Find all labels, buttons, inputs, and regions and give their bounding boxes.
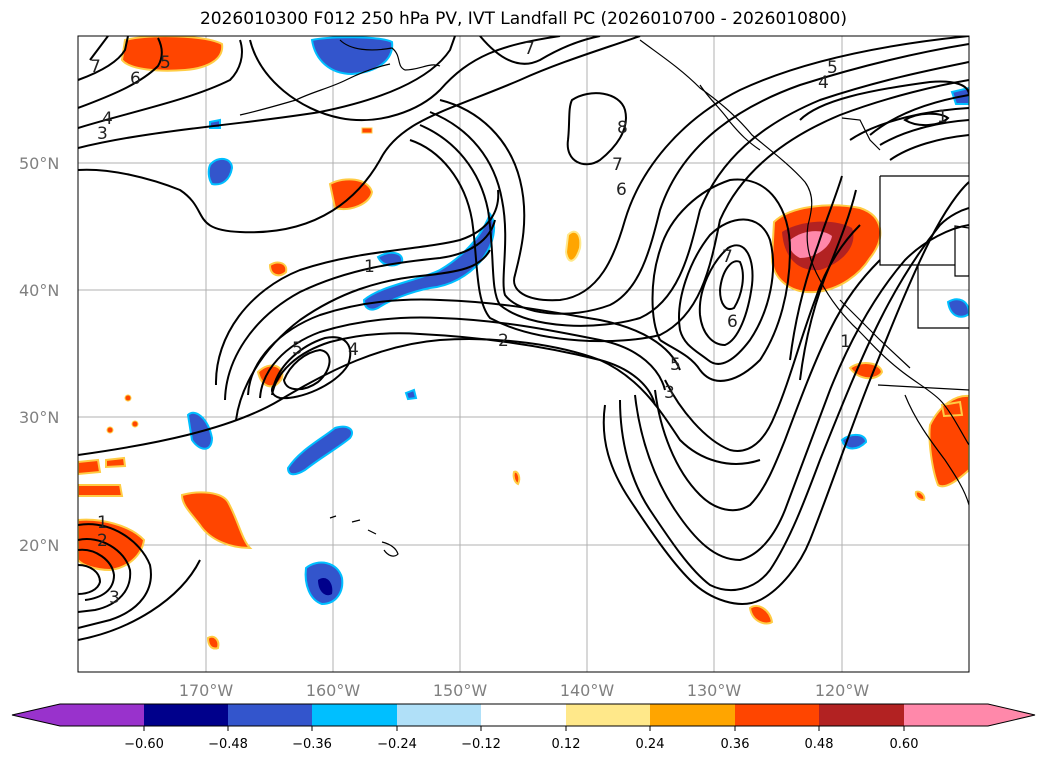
colorbar-tick-label: 0.60 — [889, 737, 919, 752]
contour-label: 7 — [90, 57, 101, 77]
contour-labels: 7 6 5 4 3 7 8 7 6 5 4 1 1 5 4 2 5 3 7 6 … — [90, 39, 948, 608]
colorbar-extend-min — [12, 704, 60, 726]
map-axes-background — [78, 36, 969, 672]
contour-label: 5 — [670, 355, 681, 375]
negative-pv-shading — [186, 36, 969, 606]
colorbar-extend-max — [988, 704, 1035, 726]
lon-label-170w: 170°W — [178, 681, 234, 700]
contour-label: 6 — [616, 180, 627, 200]
colorbar-tick-label: −0.12 — [461, 737, 501, 752]
lat-label-20n: 20°N — [19, 536, 60, 555]
colorbar-tick-label: 0.12 — [551, 737, 581, 752]
colorbar-tick-label: −0.48 — [208, 737, 248, 752]
contour-label: 7 — [722, 247, 733, 267]
coastlines — [239, 39, 969, 557]
contour-label: 1 — [97, 513, 108, 533]
contour-label: 4 — [102, 109, 113, 129]
contour-label: 1 — [840, 332, 851, 352]
contour-label: 5 — [292, 339, 303, 359]
contour-label: 1 — [937, 107, 948, 127]
colorbar-tick-label: −0.60 — [124, 737, 164, 752]
contour-label: 5 — [827, 58, 838, 78]
colorbar-tick-label: 0.48 — [804, 737, 834, 752]
positive-pv-shading — [78, 36, 969, 650]
contour-label: 4 — [348, 340, 359, 360]
map-title: 2026010300 F012 250 hPa PV, IVT Landfall… — [199, 9, 847, 29]
colorbar-tick-label: 0.24 — [635, 737, 665, 752]
lon-label-150w: 150°W — [432, 681, 488, 700]
contour-label: 6 — [130, 69, 141, 89]
lon-label-140w: 140°W — [559, 681, 615, 700]
contour-label: 2 — [498, 331, 509, 351]
contour-label: 3 — [664, 383, 675, 403]
colorbar — [11, 703, 1036, 731]
map-frame — [77, 35, 970, 673]
contour-label: 7 — [524, 39, 535, 59]
contour-label: 6 — [727, 312, 738, 332]
lat-label-30n: 30°N — [19, 408, 60, 427]
colorbar-tick-label: 0.36 — [720, 737, 750, 752]
contour-label: 7 — [612, 155, 623, 175]
contour-label: 8 — [617, 118, 628, 138]
lon-label-160w: 160°W — [305, 681, 361, 700]
lat-label-40n: 40°N — [19, 281, 60, 300]
contour-label: 3 — [109, 588, 120, 608]
contour-label: 4 — [818, 73, 829, 93]
lat-label-50n: 50°N — [19, 154, 60, 173]
colorbar-tick-label: −0.36 — [292, 737, 332, 752]
lon-label-130w: 130°W — [686, 681, 742, 700]
contour-label: 5 — [160, 53, 171, 73]
lon-label-120w: 120°W — [814, 681, 870, 700]
contour-label: 1 — [364, 257, 375, 277]
colorbar-tick-label: −0.24 — [377, 737, 417, 752]
contour-label: 3 — [97, 124, 108, 144]
pv-contours — [78, 36, 969, 641]
gridlines — [78, 36, 969, 672]
contour-label: 2 — [97, 531, 108, 551]
